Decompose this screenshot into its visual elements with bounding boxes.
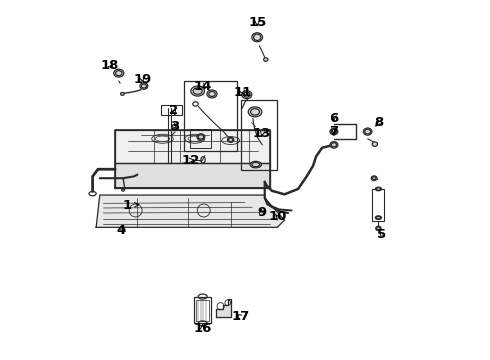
Bar bbox=[372, 189, 385, 221]
Text: 18: 18 bbox=[101, 59, 120, 72]
Text: 13: 13 bbox=[253, 127, 271, 140]
Ellipse shape bbox=[375, 216, 381, 220]
Polygon shape bbox=[115, 130, 270, 163]
Ellipse shape bbox=[252, 33, 263, 42]
Text: 10: 10 bbox=[268, 210, 287, 223]
Ellipse shape bbox=[364, 128, 372, 135]
Bar bbox=[191, 129, 211, 148]
Ellipse shape bbox=[242, 91, 252, 99]
Ellipse shape bbox=[207, 90, 217, 98]
Ellipse shape bbox=[372, 142, 377, 146]
Text: 11: 11 bbox=[234, 86, 252, 99]
Text: 4: 4 bbox=[117, 224, 126, 238]
Text: 7: 7 bbox=[329, 125, 339, 139]
Bar bbox=[242, 100, 276, 170]
Ellipse shape bbox=[248, 107, 262, 117]
Ellipse shape bbox=[197, 134, 205, 140]
Text: 12: 12 bbox=[181, 154, 199, 167]
Ellipse shape bbox=[375, 187, 381, 191]
Text: 8: 8 bbox=[374, 116, 383, 129]
Ellipse shape bbox=[121, 93, 124, 95]
Ellipse shape bbox=[191, 86, 204, 96]
Ellipse shape bbox=[330, 129, 338, 135]
Ellipse shape bbox=[264, 58, 268, 61]
Text: 15: 15 bbox=[248, 16, 267, 29]
Polygon shape bbox=[216, 299, 231, 317]
Text: 5: 5 bbox=[377, 228, 387, 241]
Text: 9: 9 bbox=[257, 207, 266, 220]
Text: 6: 6 bbox=[329, 112, 339, 125]
Text: 2: 2 bbox=[169, 104, 178, 117]
Bar bbox=[184, 81, 237, 151]
Polygon shape bbox=[115, 163, 270, 188]
Polygon shape bbox=[96, 195, 285, 227]
Ellipse shape bbox=[227, 137, 234, 142]
Text: 1: 1 bbox=[122, 199, 139, 212]
Text: 14: 14 bbox=[194, 80, 212, 93]
Text: 19: 19 bbox=[133, 73, 151, 86]
Ellipse shape bbox=[330, 141, 338, 148]
Text: 17: 17 bbox=[232, 310, 250, 324]
Bar bbox=[161, 105, 182, 116]
Ellipse shape bbox=[376, 226, 381, 230]
Ellipse shape bbox=[371, 176, 377, 180]
Text: 3: 3 bbox=[171, 121, 180, 134]
Ellipse shape bbox=[140, 83, 148, 89]
Bar bbox=[196, 300, 210, 320]
Text: 16: 16 bbox=[194, 322, 212, 335]
Bar bbox=[194, 297, 211, 323]
Ellipse shape bbox=[250, 161, 262, 168]
Ellipse shape bbox=[114, 69, 124, 77]
